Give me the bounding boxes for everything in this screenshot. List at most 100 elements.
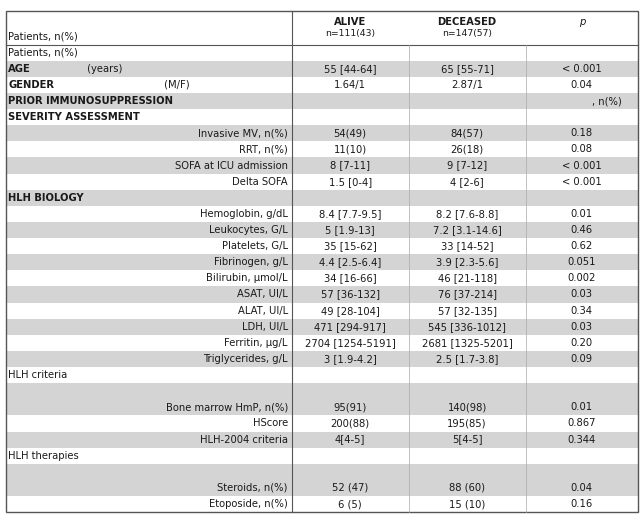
Text: 9 [7-12]: 9 [7-12] bbox=[447, 161, 487, 170]
Text: HLH-2004 criteria: HLH-2004 criteria bbox=[200, 435, 288, 444]
Bar bbox=[6, 399, 638, 415]
Text: 57 [36-132]: 57 [36-132] bbox=[320, 290, 379, 299]
Text: 2704 [1254-5191]: 2704 [1254-5191] bbox=[305, 338, 395, 348]
Text: 76 [37-214]: 76 [37-214] bbox=[438, 290, 496, 299]
Text: 65 [55-71]: 65 [55-71] bbox=[440, 64, 494, 74]
Bar bbox=[6, 270, 638, 286]
Text: 200(88): 200(88) bbox=[331, 419, 370, 428]
Text: 8.4 [7.7-9.5]: 8.4 [7.7-9.5] bbox=[319, 209, 381, 219]
Text: 195(85): 195(85) bbox=[447, 419, 487, 428]
Bar bbox=[6, 190, 638, 206]
Text: 0.20: 0.20 bbox=[571, 338, 593, 348]
Text: 0.09: 0.09 bbox=[571, 354, 593, 364]
Text: AGE: AGE bbox=[8, 64, 31, 74]
Text: 1.64/1: 1.64/1 bbox=[334, 80, 366, 90]
Text: 0.002: 0.002 bbox=[568, 274, 596, 283]
Text: 35 [15-62]: 35 [15-62] bbox=[324, 241, 376, 251]
Bar bbox=[6, 109, 638, 125]
Bar bbox=[6, 367, 638, 383]
Text: 2.5 [1.7-3.8]: 2.5 [1.7-3.8] bbox=[436, 354, 498, 364]
Text: SOFA at ICU admission: SOFA at ICU admission bbox=[175, 161, 288, 170]
Text: 54(49): 54(49) bbox=[334, 128, 367, 138]
Bar bbox=[6, 286, 638, 303]
Text: PRIOR IMMUNOSUPPRESSION: PRIOR IMMUNOSUPPRESSION bbox=[8, 96, 173, 106]
Text: 5[4-5]: 5[4-5] bbox=[452, 435, 482, 444]
Text: 95(91): 95(91) bbox=[333, 402, 367, 412]
Text: Steroids, n(%): Steroids, n(%) bbox=[218, 483, 288, 493]
Bar bbox=[6, 206, 638, 222]
Text: 2681 [1325-5201]: 2681 [1325-5201] bbox=[422, 338, 512, 348]
Text: Bone marrow HmP, n(%): Bone marrow HmP, n(%) bbox=[166, 402, 288, 412]
Text: 1.5 [0-4]: 1.5 [0-4] bbox=[329, 177, 372, 186]
Text: 0.03: 0.03 bbox=[571, 322, 593, 332]
Bar bbox=[6, 45, 638, 61]
Text: 545 [336-1012]: 545 [336-1012] bbox=[428, 322, 506, 332]
Text: Triglycerides, g/L: Triglycerides, g/L bbox=[204, 354, 288, 364]
Bar bbox=[6, 125, 638, 141]
Bar bbox=[6, 77, 638, 93]
Text: 88 (60): 88 (60) bbox=[449, 483, 485, 493]
Bar bbox=[6, 303, 638, 319]
Text: 3 [1.9-4.2]: 3 [1.9-4.2] bbox=[324, 354, 376, 364]
Text: 0.04: 0.04 bbox=[571, 483, 593, 493]
Text: HLH criteria: HLH criteria bbox=[8, 370, 67, 380]
Text: (years): (years) bbox=[85, 64, 123, 74]
Text: ALIVE: ALIVE bbox=[334, 17, 366, 27]
Text: ALAT, UI/L: ALAT, UI/L bbox=[238, 306, 288, 315]
Text: 5 [1.9-13]: 5 [1.9-13] bbox=[325, 225, 375, 235]
Text: 0.04: 0.04 bbox=[571, 80, 593, 90]
Bar bbox=[6, 61, 638, 77]
Bar bbox=[6, 93, 638, 109]
Text: DECEASED: DECEASED bbox=[437, 17, 497, 27]
Text: Patients, n(%): Patients, n(%) bbox=[8, 32, 78, 41]
Text: 4[4-5]: 4[4-5] bbox=[335, 435, 365, 444]
Bar bbox=[6, 11, 638, 45]
Text: 4.4 [2.5-6.4]: 4.4 [2.5-6.4] bbox=[319, 257, 381, 267]
Text: 15 (10): 15 (10) bbox=[449, 499, 485, 509]
Text: 0.01: 0.01 bbox=[571, 402, 593, 412]
Bar bbox=[6, 431, 638, 448]
Text: , n(%): , n(%) bbox=[592, 96, 621, 106]
Text: 0.051: 0.051 bbox=[568, 257, 596, 267]
Text: 34 [16-66]: 34 [16-66] bbox=[324, 274, 376, 283]
Bar bbox=[6, 383, 638, 399]
Text: 52 (47): 52 (47) bbox=[332, 483, 369, 493]
Text: (M/F): (M/F) bbox=[160, 80, 189, 90]
Bar bbox=[6, 238, 638, 254]
Bar bbox=[6, 254, 638, 270]
Text: n=111(43): n=111(43) bbox=[325, 30, 375, 38]
Text: RRT, n(%): RRT, n(%) bbox=[239, 145, 288, 154]
Text: Hemoglobin, g/dL: Hemoglobin, g/dL bbox=[200, 209, 288, 219]
Text: 26(18): 26(18) bbox=[451, 145, 483, 154]
Text: Ferritin, μg/L: Ferritin, μg/L bbox=[225, 338, 288, 348]
Bar bbox=[6, 157, 638, 174]
Text: 471 [294-917]: 471 [294-917] bbox=[314, 322, 386, 332]
Text: 84(57): 84(57) bbox=[451, 128, 483, 138]
Text: Invasive MV, n(%): Invasive MV, n(%) bbox=[198, 128, 288, 138]
Text: 0.08: 0.08 bbox=[571, 145, 593, 154]
Bar bbox=[6, 448, 638, 464]
Bar bbox=[6, 464, 638, 480]
Text: 8 [7-11]: 8 [7-11] bbox=[330, 161, 370, 170]
Text: HLH BIOLOGY: HLH BIOLOGY bbox=[8, 193, 84, 203]
Bar bbox=[6, 415, 638, 431]
Bar bbox=[6, 174, 638, 190]
Text: HScore: HScore bbox=[252, 419, 288, 428]
Text: 0.34: 0.34 bbox=[571, 306, 593, 315]
Text: ASAT, UI/L: ASAT, UI/L bbox=[237, 290, 288, 299]
Text: p: p bbox=[578, 17, 585, 27]
Text: 57 [32-135]: 57 [32-135] bbox=[438, 306, 496, 315]
Text: Etoposide, n(%): Etoposide, n(%) bbox=[209, 499, 288, 509]
Text: 2.87/1: 2.87/1 bbox=[451, 80, 483, 90]
Bar bbox=[6, 141, 638, 157]
Text: 0.18: 0.18 bbox=[571, 128, 593, 138]
Text: < 0.001: < 0.001 bbox=[562, 177, 602, 186]
Text: SEVERITY ASSESSMENT: SEVERITY ASSESSMENT bbox=[8, 112, 140, 122]
Text: 140(98): 140(98) bbox=[447, 402, 487, 412]
Text: 8.2 [7.6-8.8]: 8.2 [7.6-8.8] bbox=[436, 209, 498, 219]
Text: < 0.001: < 0.001 bbox=[562, 64, 602, 74]
Text: Bilirubin, μmol/L: Bilirubin, μmol/L bbox=[206, 274, 288, 283]
Text: 46 [21-118]: 46 [21-118] bbox=[438, 274, 496, 283]
Text: LDH, UI/L: LDH, UI/L bbox=[241, 322, 288, 332]
Text: Platelets, G/L: Platelets, G/L bbox=[221, 241, 288, 251]
